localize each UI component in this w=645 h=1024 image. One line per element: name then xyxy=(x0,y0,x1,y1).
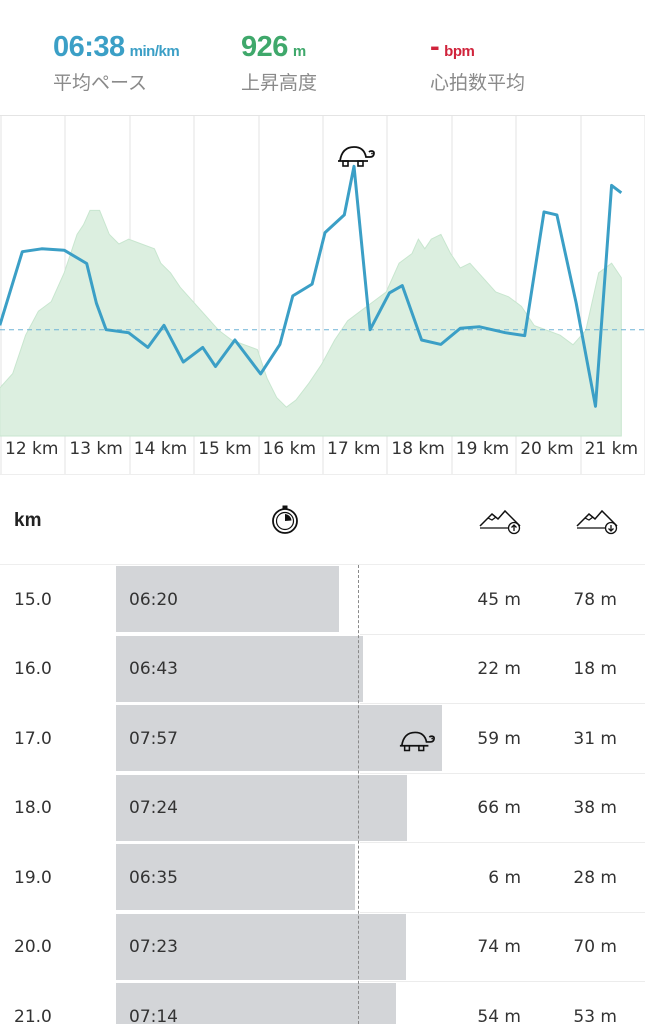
split-pace-bar xyxy=(116,913,406,980)
km-column-header: km xyxy=(14,510,42,531)
x-tick-label: 17 km xyxy=(327,439,381,459)
row-divider xyxy=(360,633,645,635)
split-ascent: 59 m xyxy=(477,728,521,749)
split-pace-bar xyxy=(116,566,339,632)
split-descent: 38 m xyxy=(573,798,617,819)
summary-stats: 06:38 min/km 平均ペース 926 m 上昇高度 - bpm 心拍数平均 xyxy=(0,0,645,115)
split-km: 21.0 xyxy=(14,1006,52,1024)
split-ascent: 6 m xyxy=(488,867,521,888)
split-row[interactable]: 15.0 06:20 45 m 78 m xyxy=(0,565,645,635)
split-km: 20.0 xyxy=(14,937,52,958)
avg-pace-value: 06:38 xyxy=(53,31,125,63)
split-pace-bar xyxy=(116,635,364,702)
x-tick-label: 15 km xyxy=(198,439,252,459)
x-tick-label: 20 km xyxy=(520,439,574,459)
avg-pace-label: 平均ペース xyxy=(53,72,148,94)
heart-rate-unit: bpm xyxy=(444,43,475,60)
split-row[interactable]: 21.0 07:14 54 m 53 m xyxy=(0,982,645,1024)
split-descent: 28 m xyxy=(573,867,617,888)
x-tick-label: 12 km xyxy=(5,439,59,459)
pace-line xyxy=(0,164,623,408)
mountain-up-icon xyxy=(478,506,522,540)
x-tick-label: 18 km xyxy=(391,439,445,459)
header-divider xyxy=(0,564,645,565)
split-km: 19.0 xyxy=(14,867,52,888)
avg-pace-unit: min/km xyxy=(129,43,180,60)
heart-rate-stat: - bpm 心拍数平均 xyxy=(430,30,525,95)
split-ascent: 45 m xyxy=(477,589,521,610)
split-row[interactable]: 18.0 07:24 66 m 38 m xyxy=(0,774,645,843)
heart-rate-value: - xyxy=(430,31,440,63)
split-row[interactable]: 19.0 06:35 6 m 28 m xyxy=(0,843,645,913)
elevation-area xyxy=(0,209,622,437)
split-descent: 31 m xyxy=(573,728,617,749)
split-pace: 07:23 xyxy=(129,937,178,958)
split-pace: 07:57 xyxy=(129,728,178,749)
split-ascent: 74 m xyxy=(477,937,521,958)
splits-header: km xyxy=(0,490,645,555)
stopwatch-icon xyxy=(268,502,302,540)
row-divider xyxy=(360,772,645,774)
turtle-icon xyxy=(338,146,375,167)
split-pace: 06:20 xyxy=(129,589,178,610)
x-tick-label: 19 km xyxy=(455,439,510,459)
split-descent: 78 m xyxy=(573,589,617,610)
split-descent: 53 m xyxy=(573,1006,617,1024)
split-pace-bar xyxy=(116,705,443,771)
average-pace-line xyxy=(357,565,359,1024)
split-row[interactable]: 17.0 07:57 59 m 31 m xyxy=(0,704,645,774)
stats-divider xyxy=(0,115,645,116)
split-pace: 07:14 xyxy=(129,1006,178,1024)
ascent-unit: m xyxy=(292,43,306,60)
x-tick-label: 13 km xyxy=(69,439,123,459)
x-tick-label: 14 km xyxy=(133,439,188,459)
pace-elevation-chart[interactable]: 12 km 13 km 14 km 15 km 16 km 17 km 18 km 19 km… xyxy=(0,116,645,474)
splits-list[interactable]: 15.0 06:20 45 m 78 m 16.0 06:43 22 m 18 … xyxy=(0,565,645,1024)
split-km: 17.0 xyxy=(14,728,52,749)
split-row[interactable]: 16.0 06:43 22 m 18 m xyxy=(0,635,645,704)
ascent-label: 上昇高度 xyxy=(241,72,318,94)
split-pace-bar xyxy=(116,844,355,910)
chart-canvas xyxy=(0,116,645,474)
x-tick-label: 16 km xyxy=(262,439,317,459)
split-pace: 06:35 xyxy=(129,867,178,888)
split-km: 15.0 xyxy=(14,589,52,610)
split-ascent: 66 m xyxy=(477,798,521,819)
mountain-down-icon xyxy=(575,506,619,540)
avg-pace-stat: 06:38 min/km 平均ペース xyxy=(53,30,180,95)
row-divider xyxy=(360,703,645,704)
row-divider xyxy=(360,981,645,982)
split-pace: 06:43 xyxy=(129,659,178,680)
row-divider xyxy=(360,842,645,843)
split-ascent: 54 m xyxy=(477,1006,521,1024)
x-tick-label: 21 km xyxy=(584,439,639,459)
split-pace-bar xyxy=(116,983,397,1024)
heart-rate-label: 心拍数平均 xyxy=(430,72,526,94)
turtle-icon xyxy=(398,726,436,760)
split-descent: 18 m xyxy=(573,659,617,680)
ascent-stat: 926 m 上昇高度 xyxy=(241,30,317,95)
split-km: 16.0 xyxy=(14,659,52,680)
split-row[interactable]: 20.0 07:23 74 m 70 m xyxy=(0,913,645,982)
split-pace: 07:24 xyxy=(129,798,178,819)
chart-divider xyxy=(0,474,645,475)
ascent-value: 926 xyxy=(241,31,288,63)
split-descent: 70 m xyxy=(573,937,617,958)
split-km: 18.0 xyxy=(14,798,52,819)
row-divider xyxy=(360,911,645,913)
split-ascent: 22 m xyxy=(477,659,521,680)
